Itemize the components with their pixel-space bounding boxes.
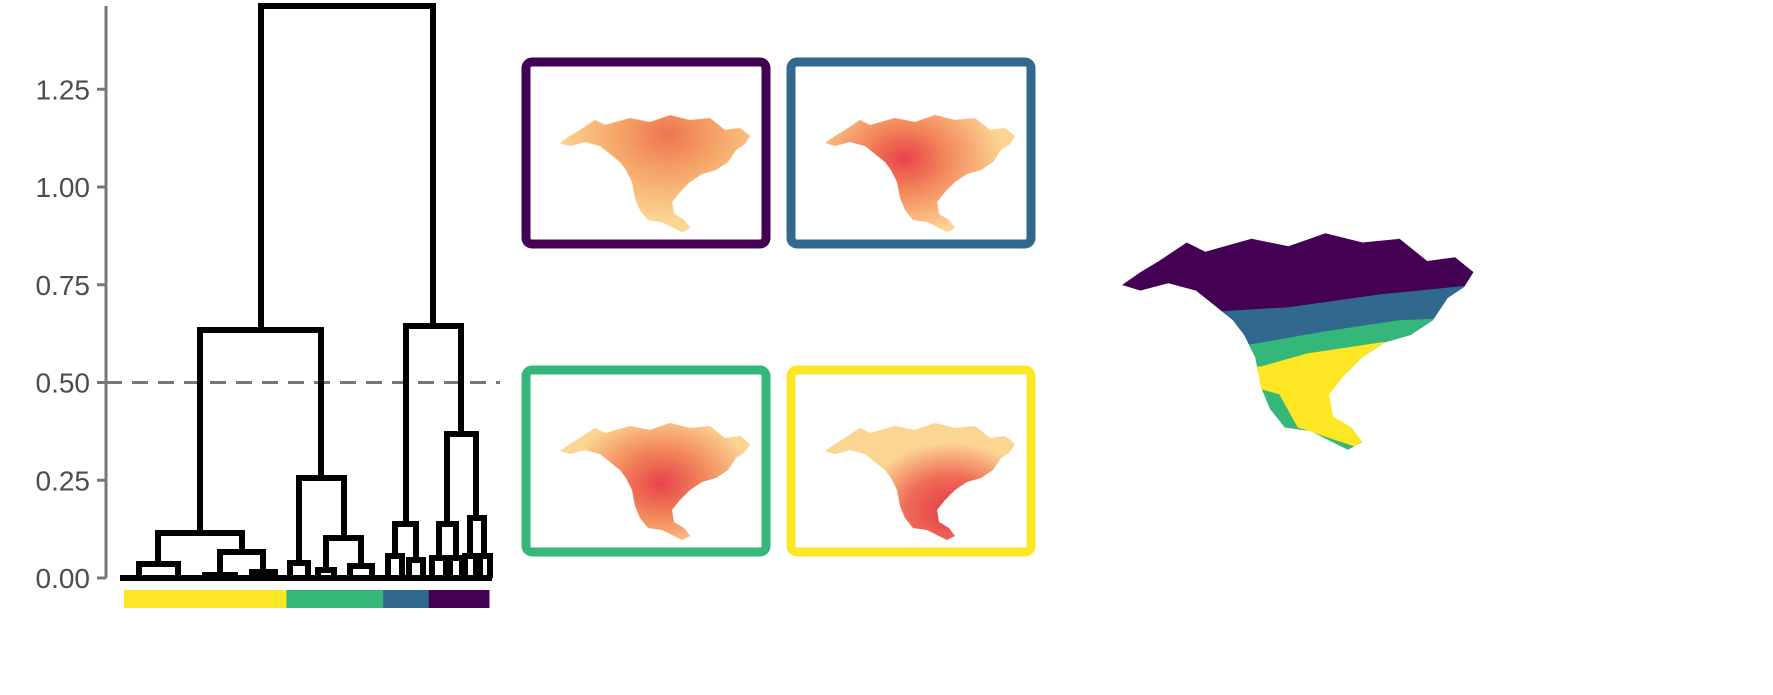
cluster-color-bar [124, 590, 490, 608]
cluster-map-2 [786, 57, 1036, 249]
y-tick-label: 1.00 [36, 172, 91, 203]
y-tick-label: 0.75 [36, 270, 91, 301]
dendrogram-tree [120, 3, 493, 581]
cluster-map-4 [786, 365, 1036, 557]
cluster-map-3 [521, 365, 771, 557]
cluster-bar-segment-2 [383, 590, 430, 608]
cluster-bar-segment-4 [124, 590, 287, 608]
y-tick-label: 1.25 [36, 74, 91, 105]
cluster-map-1 [521, 57, 771, 249]
y-tick-label: 0.00 [36, 563, 91, 594]
y-axis-ticks: 0.00 0.25 0.50 0.75 1.00 1.25 [36, 74, 106, 594]
cluster-maps-grid [521, 57, 1036, 557]
dendrogram: 0.00 0.25 0.50 0.75 1.00 1.25 [36, 3, 500, 608]
y-tick-label: 0.50 [36, 368, 91, 399]
regional-cluster-map [1122, 233, 1474, 450]
cluster-bar-segment-3 [286, 590, 384, 608]
y-tick-label: 0.25 [36, 465, 91, 496]
cluster-bar-segment-1 [428, 590, 490, 608]
